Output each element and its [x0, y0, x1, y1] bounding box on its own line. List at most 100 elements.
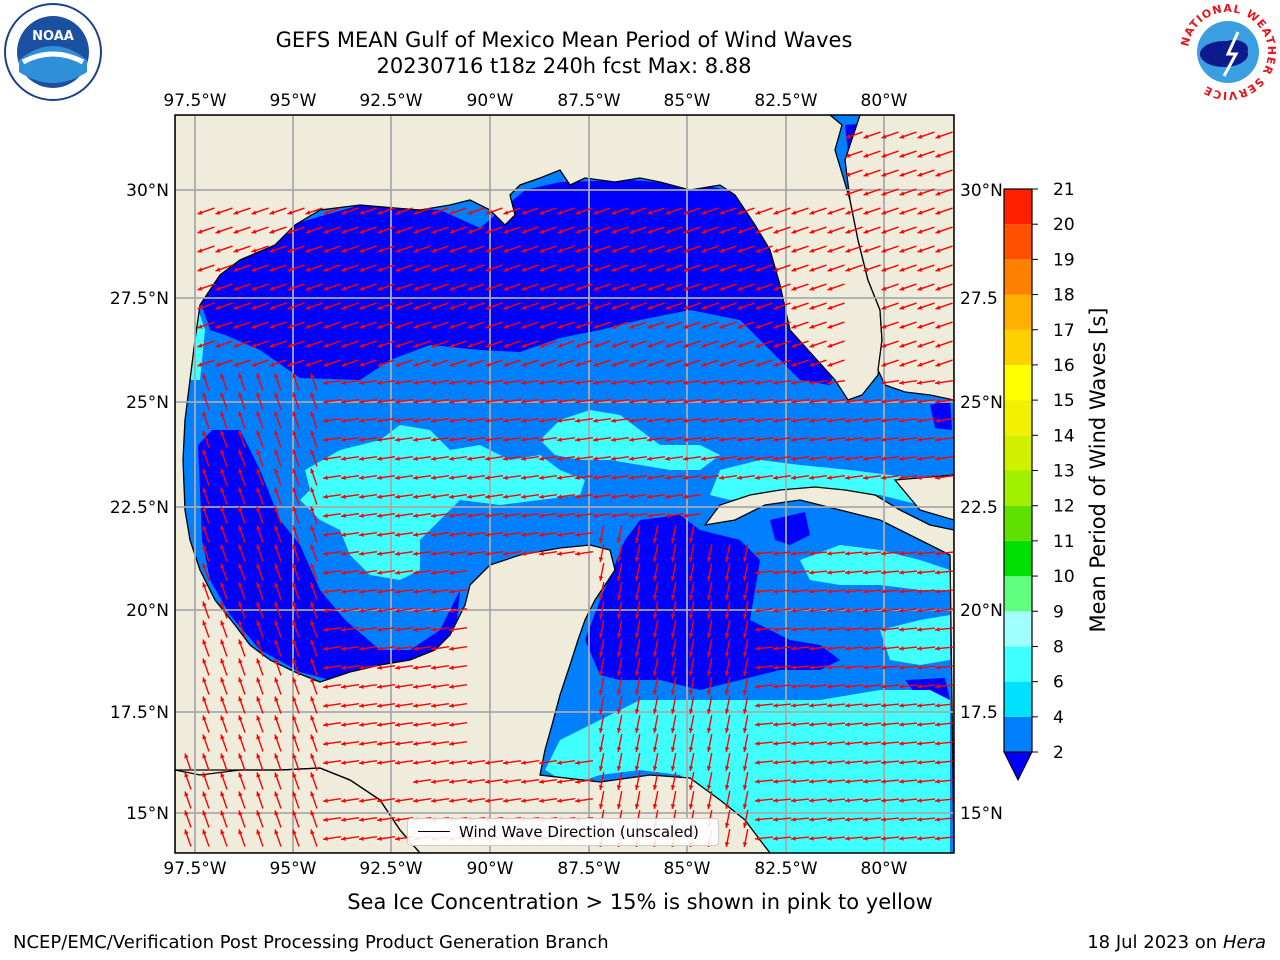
wave-direction-arrow-head	[863, 399, 868, 404]
wave-direction-arrow-head	[557, 324, 563, 329]
wave-direction-arrow-head	[238, 715, 243, 721]
wave-direction-arrow-head	[665, 229, 671, 234]
wave-direction-arrow-head	[755, 722, 760, 727]
lat-tick-left: 15°N	[126, 804, 169, 824]
wave-direction-arrow-head	[845, 665, 850, 670]
wave-direction-arrow-head	[184, 810, 189, 816]
wave-direction-arrow-head	[202, 525, 207, 531]
wave-direction-arrow-head	[598, 709, 604, 714]
wave-direction-arrow-head	[467, 267, 473, 272]
wave-direction-arrow-head	[413, 475, 418, 480]
wave-direction-arrow-head	[629, 418, 634, 423]
wave-direction-arrow-head	[935, 134, 941, 139]
wave-direction-arrow-head	[773, 248, 779, 253]
wave-direction-arrow-head	[377, 608, 382, 613]
wave-direction-arrow-head	[202, 411, 207, 417]
wave-direction-arrow-head	[827, 343, 833, 348]
wave-direction-arrow-head	[724, 728, 730, 733]
wave-direction-arrow-head	[292, 582, 297, 588]
wave-direction-arrow-head	[395, 532, 400, 537]
wave-direction-arrow-head	[881, 362, 887, 367]
wave-direction-arrow-head	[202, 468, 207, 474]
wave-direction-arrow-head	[737, 418, 742, 423]
wave-direction-arrow-head	[755, 570, 760, 575]
wave-direction-arrow-head	[881, 703, 886, 708]
wave-direction-arrow-head	[935, 665, 940, 670]
wave-direction-arrow-head	[809, 229, 815, 234]
wave-direction-arrow-head	[310, 430, 315, 436]
wave-direction-arrow-head	[742, 614, 748, 619]
wave-direction-arrow-head	[233, 324, 239, 329]
wave-direction-arrow-head	[719, 286, 725, 291]
wave-direction-arrow-head	[485, 779, 490, 784]
wave-direction-arrow-head	[827, 627, 832, 632]
wave-direction-arrow-head	[341, 380, 346, 385]
wave-direction-arrow-head	[593, 513, 598, 518]
wave-direction-arrow-head	[881, 817, 886, 822]
wave-direction-arrow-head	[485, 399, 490, 404]
wave-direction-arrow-head	[413, 703, 418, 708]
wave-direction-arrow-head	[634, 652, 640, 657]
wave-direction-arrow-head	[719, 456, 724, 461]
wave-direction-arrow-head	[935, 798, 940, 803]
wave-direction-arrow-head	[503, 551, 508, 556]
wave-direction-arrow-head	[238, 696, 243, 702]
wave-direction-arrow-head	[899, 418, 904, 423]
wave-direction-arrow-head	[935, 324, 941, 329]
wave-direction-arrow-head	[773, 305, 779, 310]
wave-direction-arrow-head	[449, 475, 454, 480]
wave-direction-arrow-head	[292, 639, 297, 645]
wave-direction-arrow-head	[413, 399, 418, 404]
wave-direction-arrow-head	[724, 652, 730, 657]
wave-direction-arrow-head	[629, 362, 635, 367]
wave-direction-arrow-head	[431, 570, 436, 575]
wave-direction-arrow-head	[251, 324, 257, 329]
wave-direction-arrow-head	[323, 210, 329, 215]
wave-direction-arrow-head	[557, 513, 562, 518]
wave-direction-arrow-head	[287, 362, 293, 367]
wave-direction-arrow-head	[706, 728, 712, 733]
wave-direction-arrow-head	[652, 747, 658, 752]
wave-direction-arrow-head	[670, 538, 676, 543]
wave-direction-arrow-head	[256, 715, 261, 721]
wave-direction-arrow-head	[377, 248, 383, 253]
wave-direction-arrow-head	[395, 324, 401, 329]
wave-direction-arrow-head	[292, 829, 297, 835]
wave-direction-arrow-head	[341, 836, 346, 841]
wave-direction-arrow-head	[395, 741, 400, 746]
wave-direction-arrow-head	[616, 652, 622, 657]
wave-direction-arrow-head	[755, 456, 760, 461]
wave-direction-arrow-head	[827, 475, 832, 480]
wave-direction-arrow-head	[593, 380, 598, 385]
wave-direction-arrow-head	[305, 229, 311, 234]
wave-direction-arrow-head	[593, 418, 598, 423]
wave-direction-arrow-head	[431, 532, 436, 537]
wave-direction-arrow-head	[935, 210, 941, 215]
wave-direction-arrow-head	[215, 343, 221, 348]
lon-tick-top: 92.5°W	[359, 91, 422, 111]
wave-direction-arrow-head	[791, 210, 797, 215]
wave-direction-arrow-head	[935, 779, 940, 784]
wave-direction-arrow-head	[647, 418, 652, 423]
wave-direction-arrow-head	[431, 305, 437, 310]
wave-direction-arrow-head	[935, 627, 940, 632]
wave-direction-arrow-head	[665, 324, 671, 329]
wave-direction-arrow-head	[539, 456, 544, 461]
wave-direction-arrow-head	[287, 343, 293, 348]
wave-direction-arrow-head	[791, 684, 796, 689]
wave-direction-arrow-head	[292, 430, 297, 436]
wave-direction-arrow-head	[539, 324, 545, 329]
wave-direction-arrow-head	[269, 286, 275, 291]
lon-tick-top: 90°W	[467, 91, 514, 111]
lon-ticks-top: 97.5°W 95°W 92.5°W 90°W 87.5°W 85°W 82.5…	[163, 91, 907, 111]
wave-direction-arrow-head	[274, 411, 279, 417]
wave-direction-arrow-head	[359, 437, 364, 442]
wave-direction-arrow-head	[503, 248, 509, 253]
wave-direction-arrow-head	[395, 513, 400, 518]
wave-direction-arrow-head	[899, 627, 904, 632]
wave-direction-arrow-head	[575, 380, 580, 385]
wave-direction-arrow-head	[755, 665, 760, 670]
wave-direction-arrow-head	[616, 747, 622, 752]
wave-direction-arrow-head	[742, 671, 748, 676]
wave-direction-arrow-head	[202, 696, 207, 702]
